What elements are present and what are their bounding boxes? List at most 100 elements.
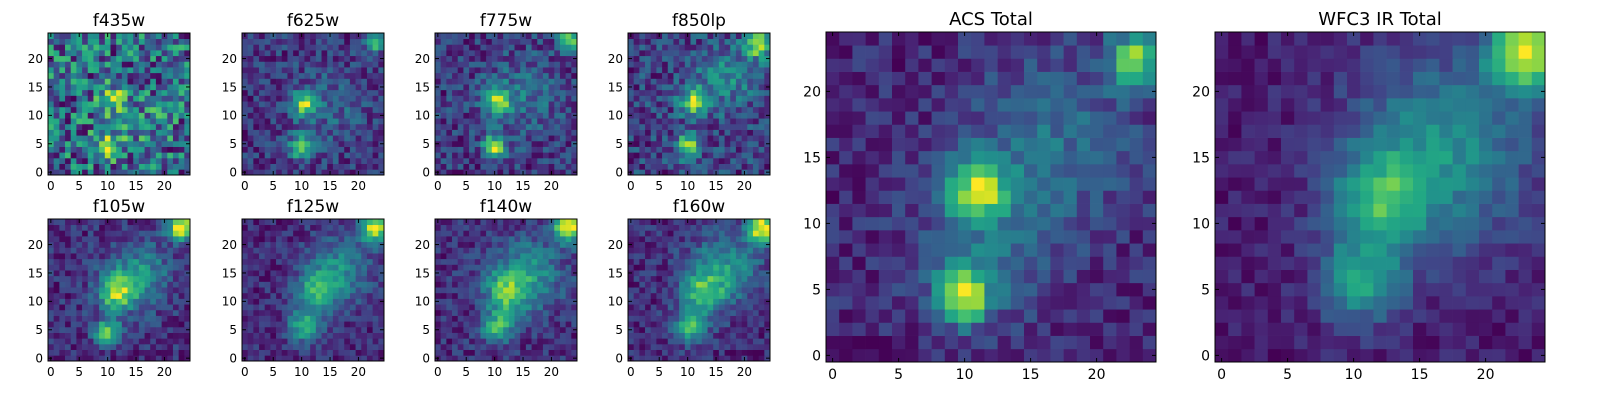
heatmap-cell	[486, 106, 493, 113]
heatmap-cell	[559, 169, 566, 176]
heatmap-cell	[276, 129, 283, 136]
heatmap-cell	[764, 309, 771, 316]
heatmap-cell	[242, 157, 249, 164]
heatmap-cell	[639, 326, 646, 333]
heatmap-cell	[133, 146, 140, 153]
heatmap-cell	[76, 258, 83, 265]
heatmap-cell	[259, 67, 266, 74]
heatmap-cell	[110, 84, 117, 91]
heatmap-cell	[474, 135, 481, 142]
heatmap-cell	[559, 72, 566, 79]
heatmap-cell	[65, 55, 72, 62]
heatmap-cell	[338, 258, 345, 265]
heatmap-cell	[667, 50, 674, 57]
heatmap-cell	[161, 118, 168, 125]
heatmap-cell	[735, 61, 742, 68]
heatmap-cell	[178, 355, 185, 362]
heatmap-cell	[76, 44, 83, 51]
heatmap-cell	[355, 146, 362, 153]
heatmap-cell	[645, 146, 652, 153]
heatmap-cell	[474, 106, 481, 113]
heatmap-cell	[690, 326, 697, 333]
heatmap-cell	[82, 304, 89, 311]
heatmap-cell	[242, 332, 249, 339]
heatmap-cell	[355, 152, 362, 159]
heatmap-cell	[76, 118, 83, 125]
heatmap-cell	[372, 95, 379, 102]
heatmap-cell	[366, 321, 373, 328]
heatmap-cell	[542, 78, 549, 85]
y-tick-label: 10	[415, 109, 430, 123]
heatmap-cell	[747, 118, 754, 125]
heatmap-cell	[525, 224, 532, 231]
heatmap-cell	[662, 84, 669, 91]
heatmap-cell	[639, 315, 646, 322]
heatmap-cell	[304, 332, 311, 339]
y-tick-label: 10	[28, 109, 43, 123]
heatmap-cell	[758, 298, 765, 305]
heatmap-cell	[133, 326, 140, 333]
heatmap-cell	[138, 258, 145, 265]
heatmap-cell	[321, 106, 328, 113]
heatmap-cell	[264, 258, 271, 265]
heatmap-cell	[764, 118, 771, 125]
heatmap-cell	[673, 292, 680, 299]
heatmap-cell	[559, 33, 566, 40]
heatmap-cell	[167, 140, 174, 147]
heatmap-cell	[178, 315, 185, 322]
heatmap-cell	[253, 169, 260, 176]
heatmap-cell	[378, 321, 385, 328]
heatmap-cell	[361, 67, 368, 74]
heatmap-cell	[167, 253, 174, 260]
heatmap-cell	[242, 236, 249, 243]
heatmap-cell	[718, 33, 725, 40]
heatmap-cell	[184, 292, 191, 299]
heatmap-cell	[469, 230, 476, 237]
heatmap-cell	[758, 101, 765, 108]
heatmap-cell	[486, 236, 493, 243]
heatmap-cell	[656, 152, 663, 159]
heatmap-cell	[628, 343, 635, 350]
heatmap-cell	[440, 169, 447, 176]
heatmap-cell	[253, 44, 260, 51]
heatmap-cell	[701, 287, 708, 294]
heatmap-cell	[690, 292, 697, 299]
heatmap-cell	[172, 129, 179, 136]
heatmap-cell	[628, 106, 635, 113]
heatmap-cell	[298, 44, 305, 51]
heatmap-cell	[378, 332, 385, 339]
heatmap-cell	[310, 55, 317, 62]
heatmap-cell	[531, 343, 538, 350]
heatmap-cell	[480, 169, 487, 176]
heatmap-cell	[486, 112, 493, 119]
heatmap-cell	[133, 72, 140, 79]
heatmap-cell	[684, 84, 691, 91]
heatmap-cell	[264, 332, 271, 339]
heatmap-cell	[287, 129, 294, 136]
heatmap-cell	[724, 123, 731, 130]
heatmap-cell	[87, 315, 94, 322]
heatmap-cell	[184, 258, 191, 265]
heatmap-cell	[338, 349, 345, 356]
x-tick-label: 5	[655, 179, 663, 193]
heatmap-cell	[161, 315, 168, 322]
heatmap-cell	[378, 349, 385, 356]
heatmap-cell	[167, 287, 174, 294]
heatmap-cell	[361, 326, 368, 333]
heatmap-cell	[247, 123, 254, 130]
heatmap-cell	[242, 309, 249, 316]
heatmap-cell	[667, 89, 674, 96]
heatmap-cell	[565, 135, 572, 142]
heatmap-cell	[525, 169, 532, 176]
heatmap-cell	[281, 95, 288, 102]
heatmap-cell	[503, 152, 510, 159]
heatmap-cell	[491, 236, 498, 243]
heatmap-cell	[344, 326, 351, 333]
heatmap-cell	[133, 321, 140, 328]
heatmap-cell	[172, 112, 179, 119]
heatmap-cell	[82, 135, 89, 142]
heatmap-cell	[121, 84, 128, 91]
heatmap-cell	[344, 61, 351, 68]
heatmap-cell	[628, 67, 635, 74]
heatmap-cell	[514, 61, 521, 68]
